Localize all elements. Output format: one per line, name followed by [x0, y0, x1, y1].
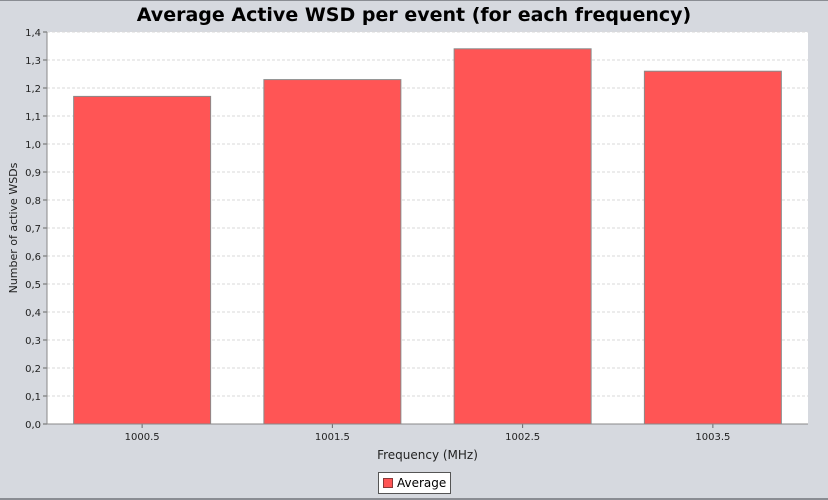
bar	[643, 70, 782, 425]
x-axis-label: Frequency (MHz)	[377, 448, 478, 462]
bar	[453, 48, 592, 425]
y-tick-label: 0,2	[25, 364, 41, 375]
y-tick-label: 0,1	[25, 392, 41, 403]
bar	[73, 95, 212, 425]
y-axis-label: Number of active WSDs	[7, 162, 20, 293]
y-tick-label: 0,9	[25, 168, 41, 179]
y-tick-label: 1,4	[25, 28, 41, 39]
x-tick-label: 1003.5	[695, 432, 730, 443]
x-tick-label: 1001.5	[315, 432, 350, 443]
legend-swatch	[383, 478, 393, 488]
window-frame-top	[0, 0, 828, 1]
y-tick-label: 0,6	[25, 252, 41, 263]
x-tick-label: 1000.5	[125, 432, 160, 443]
y-tick-label: 0,3	[25, 336, 41, 347]
y-tick-label: 1,3	[25, 56, 41, 67]
y-tick-label: 1,2	[25, 84, 41, 95]
bar	[263, 79, 402, 425]
y-tick-label: 1,0	[25, 140, 41, 151]
y-tick-label: 1,1	[25, 112, 41, 123]
y-tick-label: 0,8	[25, 196, 41, 207]
y-tick-label: 0,4	[25, 308, 41, 319]
y-tick-label: 0,7	[25, 224, 41, 235]
chart-title: Average Active WSD per event (for each f…	[136, 4, 692, 26]
legend: Average	[378, 472, 452, 494]
window-frame-bottom	[0, 498, 828, 500]
x-tick-label: 1002.5	[505, 432, 540, 443]
y-tick-label: 0,5	[25, 280, 41, 291]
y-tick-label: 0,0	[25, 420, 41, 431]
legend-label: Average	[397, 476, 447, 490]
